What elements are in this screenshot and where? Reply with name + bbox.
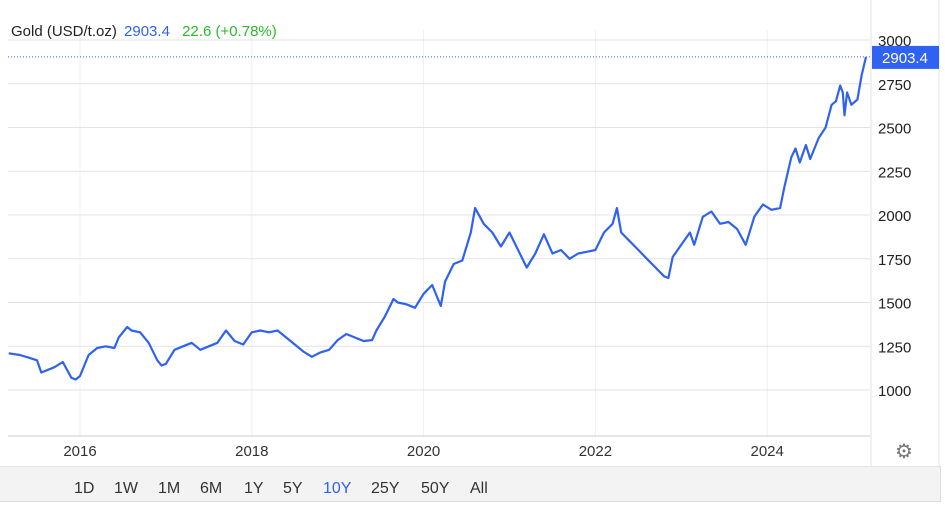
y-tick-label: 2750: [878, 77, 911, 94]
price-change: 22.6 (+0.78%): [182, 23, 277, 40]
range-1w[interactable]: 1W: [114, 480, 138, 497]
y-tick-label: 2500: [878, 121, 911, 138]
x-tick-label: 2020: [407, 443, 440, 460]
range-50y[interactable]: 50Y: [421, 480, 450, 497]
range-1d[interactable]: 1D: [74, 480, 95, 497]
range-1y[interactable]: 1Y: [244, 480, 264, 497]
range-1m[interactable]: 1M: [158, 480, 181, 497]
y-tick-label: 2250: [878, 164, 911, 181]
current-price: 2903.4: [124, 23, 170, 40]
range-10y[interactable]: 10Y: [323, 480, 352, 497]
range-25y[interactable]: 25Y: [371, 480, 400, 497]
price-tag-box: [872, 45, 939, 69]
range-selector: 1D 1W 1M 6M 1Y 5Y 10Y 25Y 50Y All: [0, 466, 941, 502]
range-6m[interactable]: 6M: [200, 480, 223, 497]
x-tick-label: 2018: [235, 443, 268, 460]
y-tick-label: 1500: [878, 296, 911, 313]
range-5y[interactable]: 5Y: [283, 480, 303, 497]
y-tick-label: 3000: [878, 33, 911, 50]
chart-header: Gold (USD/t.oz) 2903.4 22.6 (+0.78%): [11, 23, 277, 40]
y-tick-label: 1750: [878, 252, 911, 269]
x-tick-label: 2024: [751, 443, 784, 460]
gear-icon[interactable]: ⚙: [895, 441, 913, 463]
y-tick-label: 1000: [878, 383, 911, 400]
y-tick-label: 1250: [878, 339, 911, 356]
range-all[interactable]: All: [470, 480, 488, 497]
x-tick-label: 2016: [63, 443, 96, 460]
price-series-line: [8, 56, 868, 381]
x-tick-label: 2022: [579, 443, 612, 460]
price-tag-label: 2903.4: [882, 50, 928, 67]
instrument-title: Gold (USD/t.oz): [11, 23, 117, 40]
y-tick-label: 2000: [878, 208, 911, 225]
